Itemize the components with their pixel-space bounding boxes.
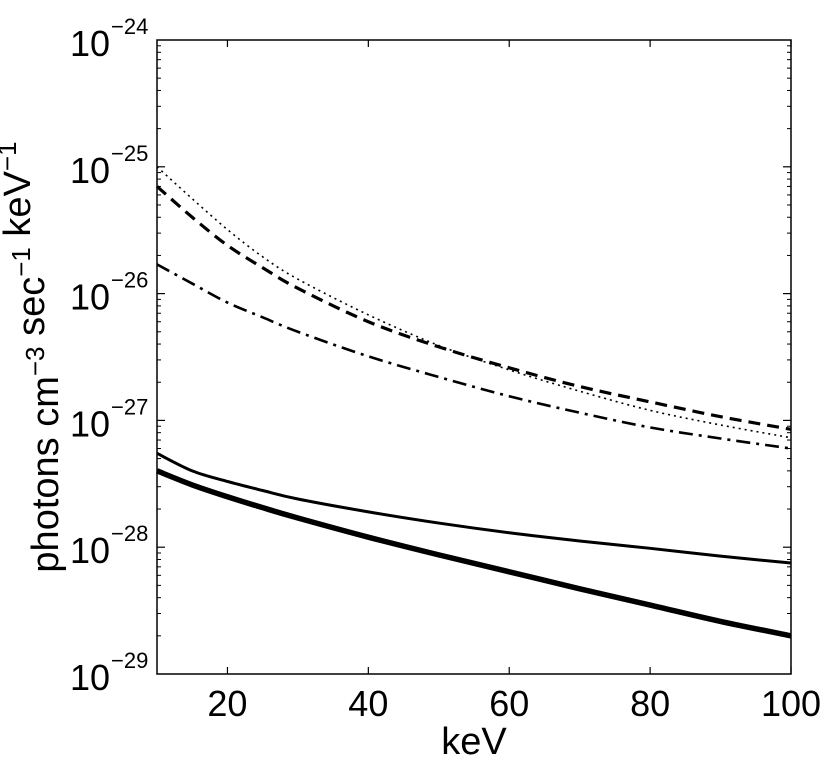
y-tick-label-base: 10	[70, 530, 110, 571]
x-tick-label: 100	[761, 683, 821, 724]
series-line-dashed	[155, 185, 792, 431]
y-tick-label-base: 10	[70, 23, 110, 64]
y-axis-label: photons cm−3 sec−1 keV−1	[0, 141, 67, 572]
y-tick-label-exponent: −25	[111, 141, 148, 166]
series-line-solid-thick	[155, 468, 792, 639]
y-tick-label-exponent: −28	[111, 521, 148, 546]
y-tick-label: 10 −27	[70, 394, 148, 444]
y-axis-label-exponent: −1	[0, 141, 22, 171]
series-line-dashdot	[156, 263, 792, 450]
x-tick-label: 40	[348, 683, 388, 724]
x-tick-label: 80	[630, 683, 670, 724]
y-tick-label-exponent: −24	[111, 14, 148, 39]
y-axis-label-part: sec	[11, 277, 53, 347]
y-tick-label-exponent: −29	[111, 648, 148, 673]
y-tick-label-base: 10	[70, 150, 110, 191]
plot-frame	[156, 39, 792, 675]
y-tick-label: 10 −24	[70, 14, 148, 64]
series-layer	[155, 166, 792, 639]
y-tick-label-base: 10	[70, 657, 110, 698]
y-tick-label: 10 −28	[70, 521, 148, 571]
series-line-dotted	[156, 166, 792, 439]
x-tick-label: 20	[207, 683, 247, 724]
x-axis-label: keV	[441, 721, 507, 762]
x-tick-labels: 20 40 60 80 100	[207, 683, 821, 724]
y-axis-label-exponent: −1	[6, 247, 36, 277]
y-tick-label: 10 −29	[70, 648, 148, 698]
y-tick-label-base: 10	[70, 403, 110, 444]
y-axis-label-part: photons cm	[25, 376, 67, 572]
x-tick-label: 60	[489, 683, 529, 724]
y-axis-label-part: keV	[0, 170, 39, 247]
y-tick-label-exponent: −27	[111, 394, 148, 419]
y-tick-label-exponent: −26	[111, 268, 148, 293]
series-line-solid-thin	[156, 451, 792, 565]
y-tick-label: 10 −25	[70, 141, 148, 191]
y-axis-label-exponent: −3	[20, 346, 50, 376]
y-tick-label-base: 10	[70, 277, 110, 318]
y-tick-label: 10 −26	[70, 268, 148, 318]
